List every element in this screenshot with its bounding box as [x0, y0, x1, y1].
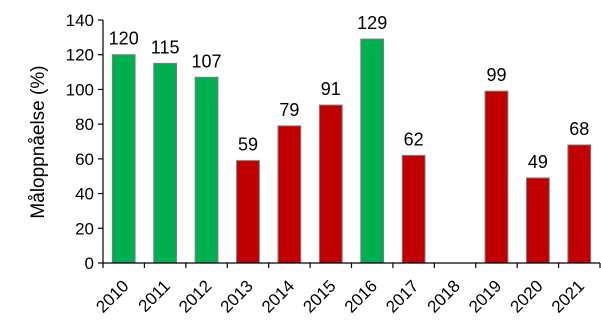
- y-tick-label: 0: [85, 254, 94, 273]
- y-tick-label: 80: [75, 115, 94, 134]
- x-tick-label-2013: 2013: [217, 276, 257, 316]
- bar-2013: [236, 160, 260, 264]
- data-label-2010: 120: [109, 29, 139, 49]
- x-tick-label-2011: 2011: [135, 276, 174, 315]
- x-axis: 2010 2011 2012 2013 2014 2015 2016 2017 2018 2019…: [92, 262, 601, 317]
- data-label-2011: 115: [151, 37, 180, 57]
- bar-2017: [401, 154, 426, 264]
- y-tick-label: 20: [75, 219, 94, 238]
- y-tick-label: 120: [66, 46, 94, 65]
- y-tick-label: 100: [66, 80, 94, 99]
- data-labels: 120 115 107 59 79 91 129 62 99 49 68: [109, 13, 590, 172]
- data-label-2017: 62: [404, 129, 424, 149]
- bar-2014: [277, 125, 302, 264]
- x-tick-label-2020: 2020: [507, 276, 547, 316]
- y-axis: 0 20 40 60 80 100 120 140: [66, 11, 104, 273]
- y-tick-label: 140: [66, 11, 94, 30]
- bar-2016: [360, 38, 385, 264]
- bar-2011: [153, 62, 178, 264]
- x-tick-label-2014: 2014: [258, 276, 298, 316]
- data-label-2019: 99: [486, 65, 506, 85]
- bar-2010: [111, 54, 136, 264]
- data-label-2016: 129: [357, 13, 387, 33]
- x-tick-label-2019: 2019: [465, 276, 505, 316]
- x-tick-label-2016: 2016: [341, 276, 381, 316]
- data-label-2013: 59: [238, 135, 258, 155]
- x-tick-label-2018: 2018: [424, 276, 464, 316]
- data-label-2021: 68: [569, 119, 589, 139]
- bar-2019: [484, 90, 509, 264]
- x-tick-label-2010: 2010: [92, 276, 132, 316]
- x-tick-label-2017: 2017: [382, 276, 422, 316]
- data-label-2014: 79: [279, 100, 299, 120]
- data-label-2015: 91: [321, 79, 341, 99]
- bars: [111, 38, 592, 264]
- y-axis-label: Måloppnåelse (%): [28, 65, 49, 218]
- bar-2020: [525, 177, 550, 264]
- bar-2015: [318, 104, 343, 264]
- data-label-2012: 107: [192, 51, 222, 71]
- y-tick-label: 60: [75, 150, 94, 169]
- bar-2012: [194, 76, 219, 264]
- data-label-2020: 49: [528, 152, 548, 172]
- bar-2021: [567, 144, 592, 264]
- x-tick-label-2021: 2021: [548, 276, 588, 316]
- x-tick-label-2012: 2012: [175, 276, 215, 316]
- y-tick-label: 40: [75, 185, 94, 204]
- x-tick-label-2015: 2015: [299, 276, 339, 316]
